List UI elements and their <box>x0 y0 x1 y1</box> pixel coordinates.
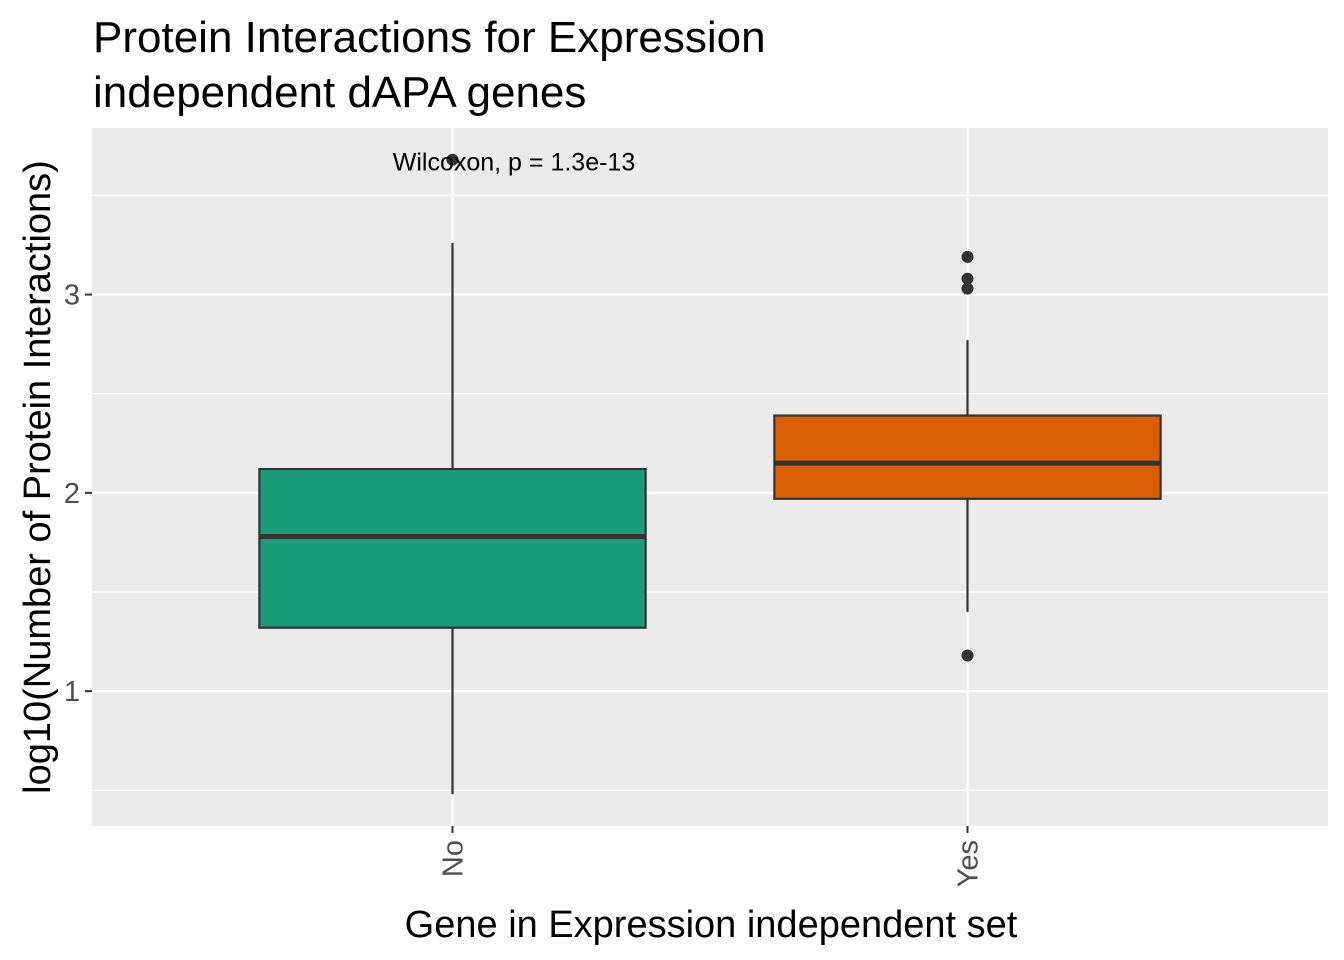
iqr-box <box>258 467 647 629</box>
outlier-point <box>961 272 974 285</box>
x-axis-ticks: No Yes <box>438 826 985 887</box>
y-tick-label: 2 <box>64 478 80 510</box>
y-tick-label: 3 <box>64 280 80 312</box>
boxes <box>258 153 1162 795</box>
outlier-point <box>961 250 974 263</box>
x-tick-label: No <box>438 840 470 877</box>
outlier-point <box>961 282 974 295</box>
outlier-point <box>446 153 459 166</box>
iqr-box <box>773 414 1162 500</box>
box-no <box>258 153 647 795</box>
chart-title-line-2: independent dAPA genes <box>93 68 586 117</box>
y-axis-label: log10(Number of Protein Interactions) <box>17 160 59 794</box>
outlier-point <box>961 649 974 662</box>
x-tick-label: Yes <box>953 840 985 887</box>
x-axis-label: Gene in Expression independent set <box>405 904 1018 946</box>
chart-title-line-1: Protein Interactions for Expression <box>93 13 766 62</box>
y-axis-ticks: 1 2 3 <box>64 280 92 708</box>
y-tick-label: 1 <box>64 676 80 708</box>
stat-annotation: Wilcoxon, p = 1.3e-13 <box>393 149 636 177</box>
box-yes <box>773 250 1162 662</box>
